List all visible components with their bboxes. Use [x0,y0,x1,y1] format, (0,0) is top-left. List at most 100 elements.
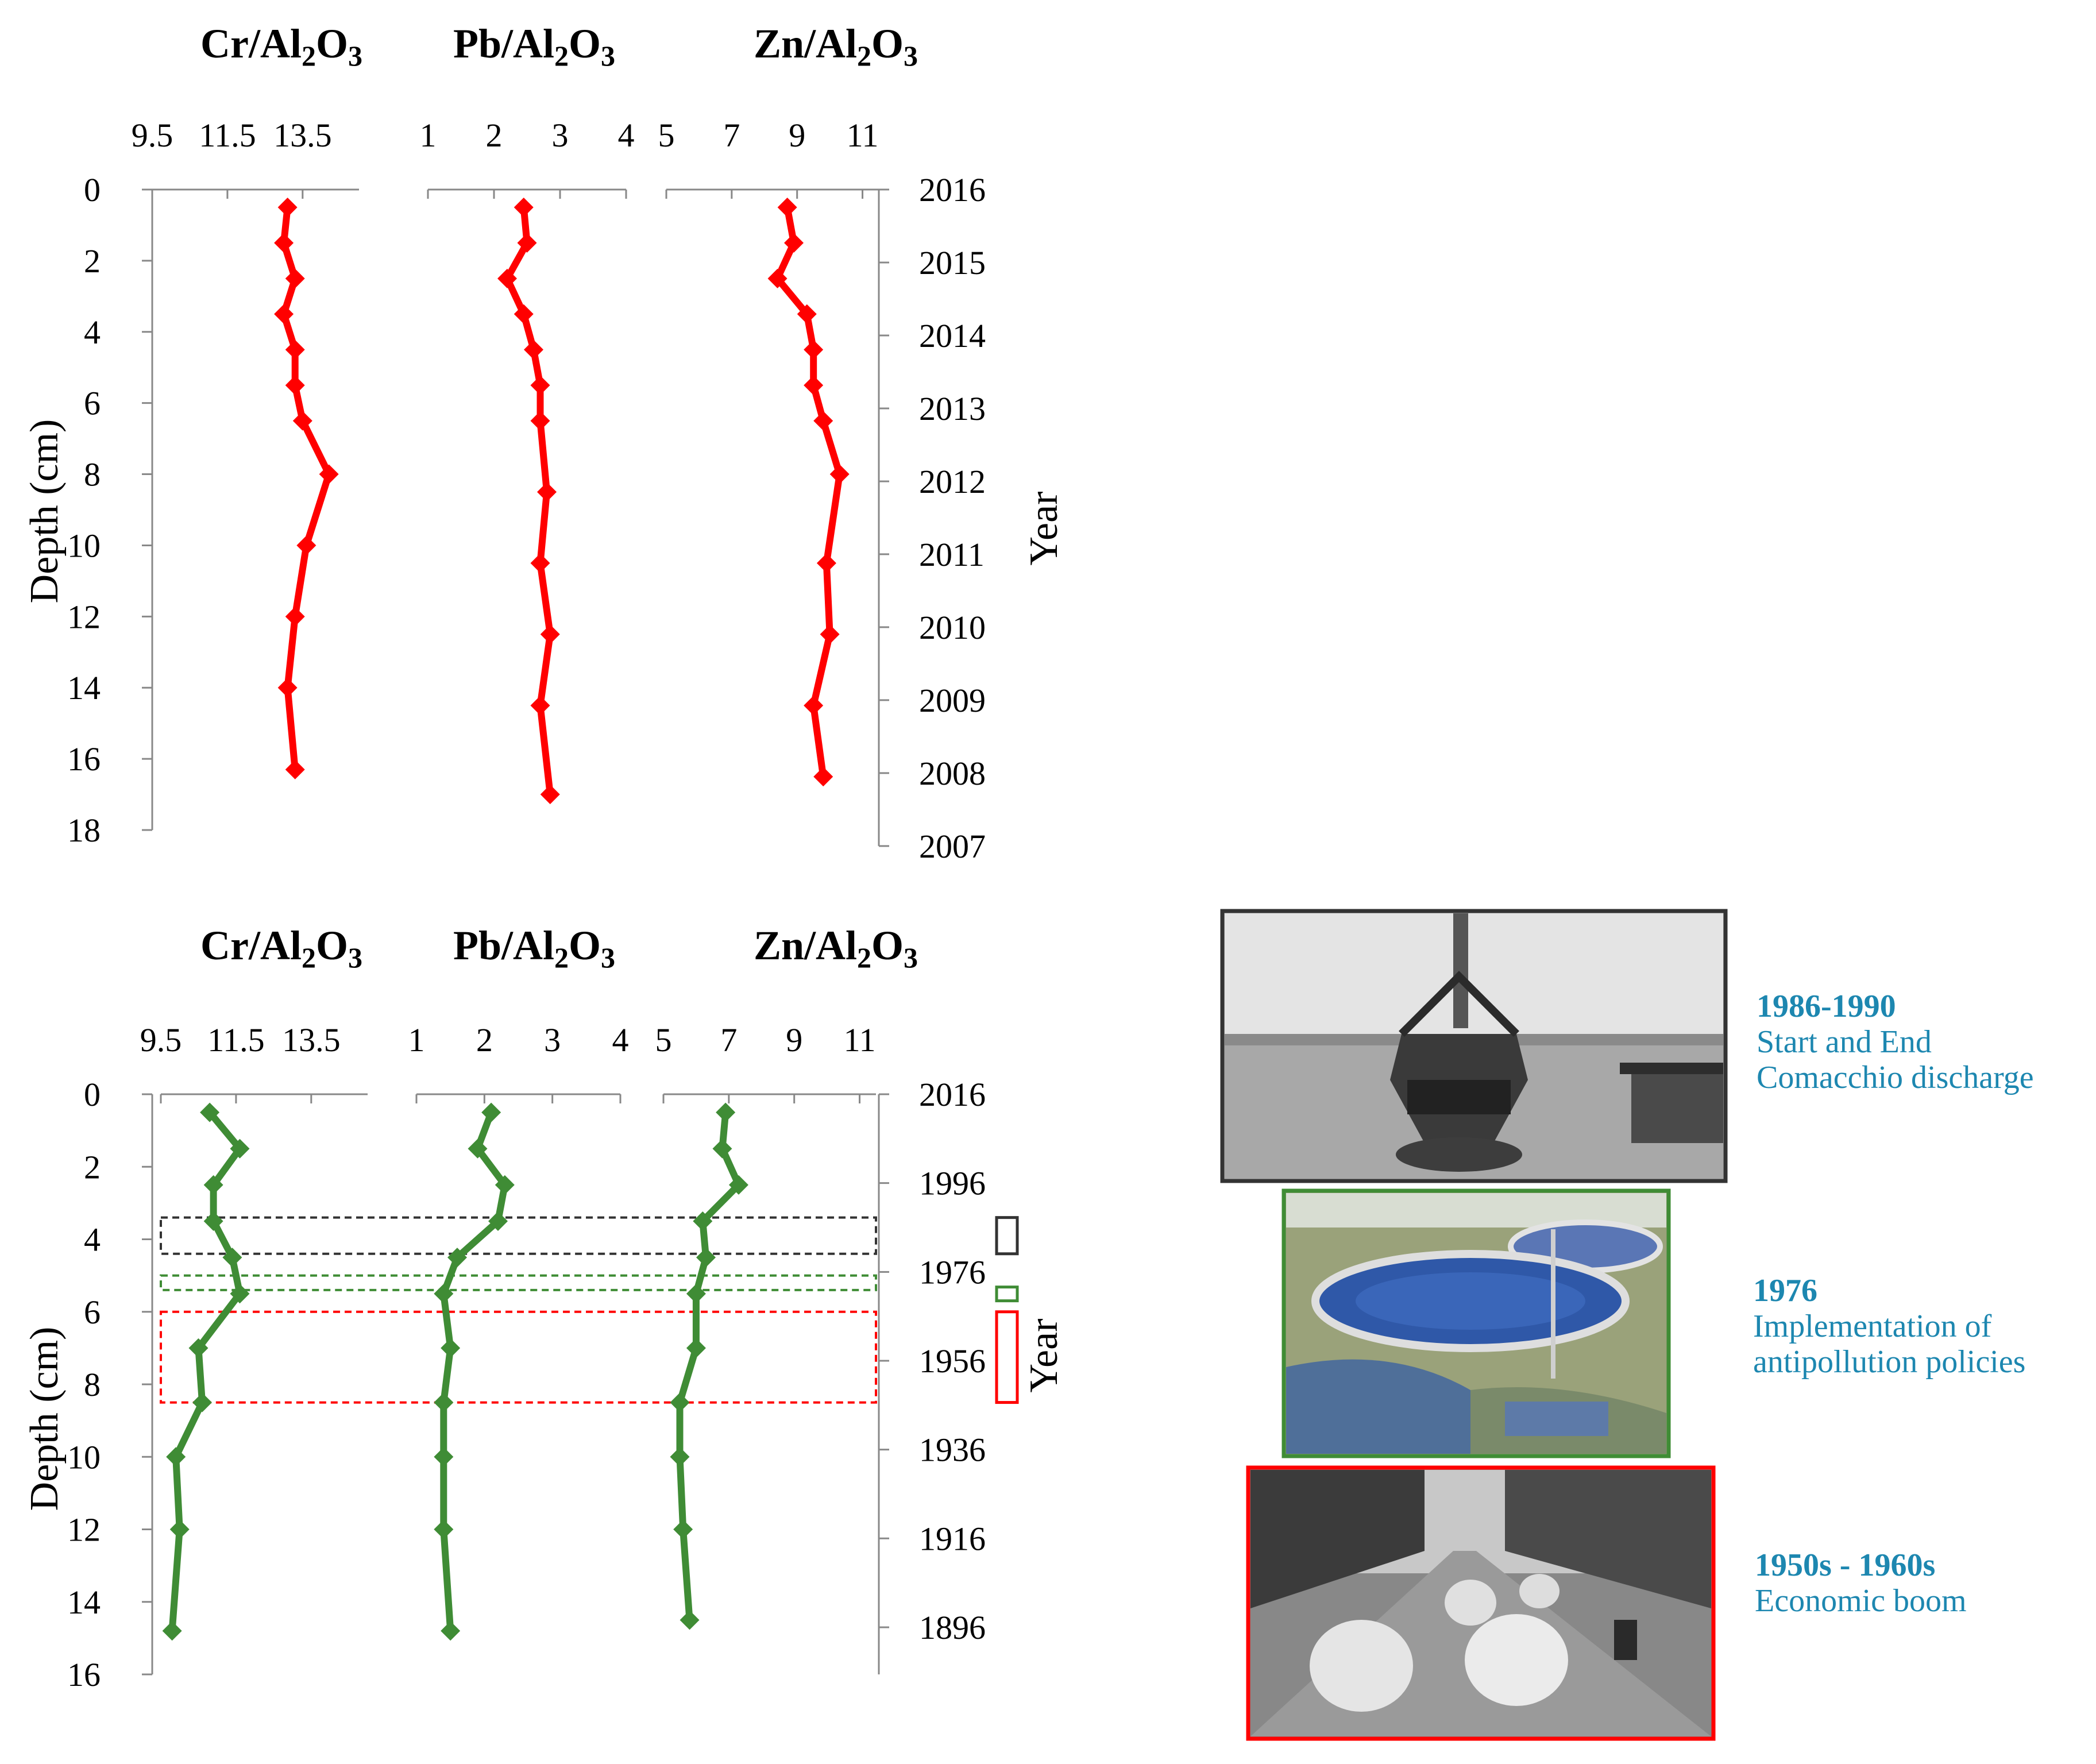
depth-tick-label: 10 [67,1438,101,1476]
data-point [285,339,305,360]
data-point [712,1138,732,1159]
data-point [230,1284,250,1304]
x-tick-label: 13.5 [282,1021,341,1059]
data-point [434,1392,454,1412]
data-point [813,411,833,431]
x-tick-label: 3 [552,117,569,154]
data-point [686,1338,706,1358]
captions: 1986-1990 Start and End Comacchio discha… [1753,989,2034,1619]
photo-treatment-plant [1281,1188,1671,1458]
depth-axis-label: Depth (cm) [22,1327,67,1511]
data-point [804,339,824,360]
depth-tick-label: 2 [84,1148,101,1186]
year-axis-label: Year [1022,492,1066,566]
year-tick-label: 2016 [919,171,986,209]
data-point [696,1248,716,1268]
year-tick-label: 1916 [919,1520,986,1557]
data-point [188,1338,209,1358]
data-point [203,1211,223,1231]
period-band-2 [160,1310,877,1404]
x-tick-label: 3 [544,1021,561,1059]
depth-tick-label: 14 [67,669,101,707]
series-title: Pb/Al2O3 [453,922,615,974]
year-tick-label: 2013 [919,390,986,427]
data-point [447,1248,467,1268]
series-title: Cr/Al2O3 [200,922,362,974]
series-1: 1 2 3 4 Pb/Al2O3 [408,922,629,1641]
data-point [767,268,788,288]
x-tick-label: 1 [408,1021,425,1059]
depth-tick-label: 6 [84,385,101,422]
series-title: Zn/Al2O3 [754,922,918,974]
data-point [670,1447,690,1467]
data-point [820,624,840,644]
data-point [434,1447,454,1467]
year-tick-label: 2010 [919,609,986,646]
year-tick-label: 1896 [919,1609,986,1646]
data-point [285,268,305,288]
data-point [537,482,557,502]
data-point [530,375,550,395]
data-point [804,696,824,716]
series-title: Cr/Al2O3 [200,21,362,72]
year-tick-label: 2011 [919,536,985,573]
x-tick-label: 2 [486,117,503,154]
caption-1986-1990: 1986-1990 Start and End Comacchio discha… [1757,989,2034,1095]
data-point [468,1138,488,1159]
year-tick-label: 2015 [919,244,986,281]
data-point [166,1447,186,1467]
x-tick-label: 5 [655,1021,672,1059]
data-point [777,197,797,217]
year-tick-label: 2007 [919,828,986,865]
depth-tick-label: 18 [67,812,101,849]
series-line [440,1111,508,1631]
x-tick-label: 7 [723,117,740,154]
year-tick-label: 1956 [919,1342,986,1380]
data-point [434,1284,454,1304]
data-point [192,1392,212,1412]
year-tick-label: 2014 [919,317,986,354]
depth-tick-label: 14 [67,1584,101,1621]
caption-1976-title: 1976 [1753,1273,1817,1308]
x-tick-label: 1 [420,117,437,154]
period-marker-2 [995,1310,1019,1404]
depth-tick-label: 16 [67,1656,101,1693]
data-point [497,268,517,288]
photo-dredging [1220,909,1728,1183]
data-point [524,339,543,360]
data-point [292,411,312,431]
x-tick-label: 4 [612,1021,629,1059]
data-point [495,1175,515,1195]
year-tick-label: 2016 [919,1076,986,1113]
year-tick-label: 1976 [919,1253,986,1291]
data-point [829,464,850,484]
data-point [540,624,560,644]
x-tick-label: 4 [618,117,635,154]
series-1: 1 2 3 4 Pb/Al2O3 [420,21,635,805]
data-point [200,1102,220,1122]
data-point [296,535,316,555]
data-point [277,197,298,217]
x-tick-label: 11 [847,117,879,154]
depth-tick-label: 0 [84,171,101,209]
data-point [285,759,305,779]
data-point [222,1248,242,1268]
x-tick-label: 7 [720,1021,737,1059]
data-point [434,1519,454,1539]
period-band-1 [160,1274,877,1291]
data-point [162,1621,182,1641]
series-0: 9.5 11.5 13.5 Cr/Al2O3 [140,922,368,1641]
series-title: Zn/Al2O3 [754,21,918,72]
data-point [517,233,537,253]
data-point [285,375,305,395]
data-point [530,553,550,573]
caption-1976-line-2: antipollution policies [1753,1344,2025,1380]
data-point [441,1621,461,1641]
data-point [274,233,294,253]
x-tick-label: 9 [789,117,805,154]
year-tick-label: 2012 [919,463,986,500]
depth-tick-label: 12 [67,598,101,635]
